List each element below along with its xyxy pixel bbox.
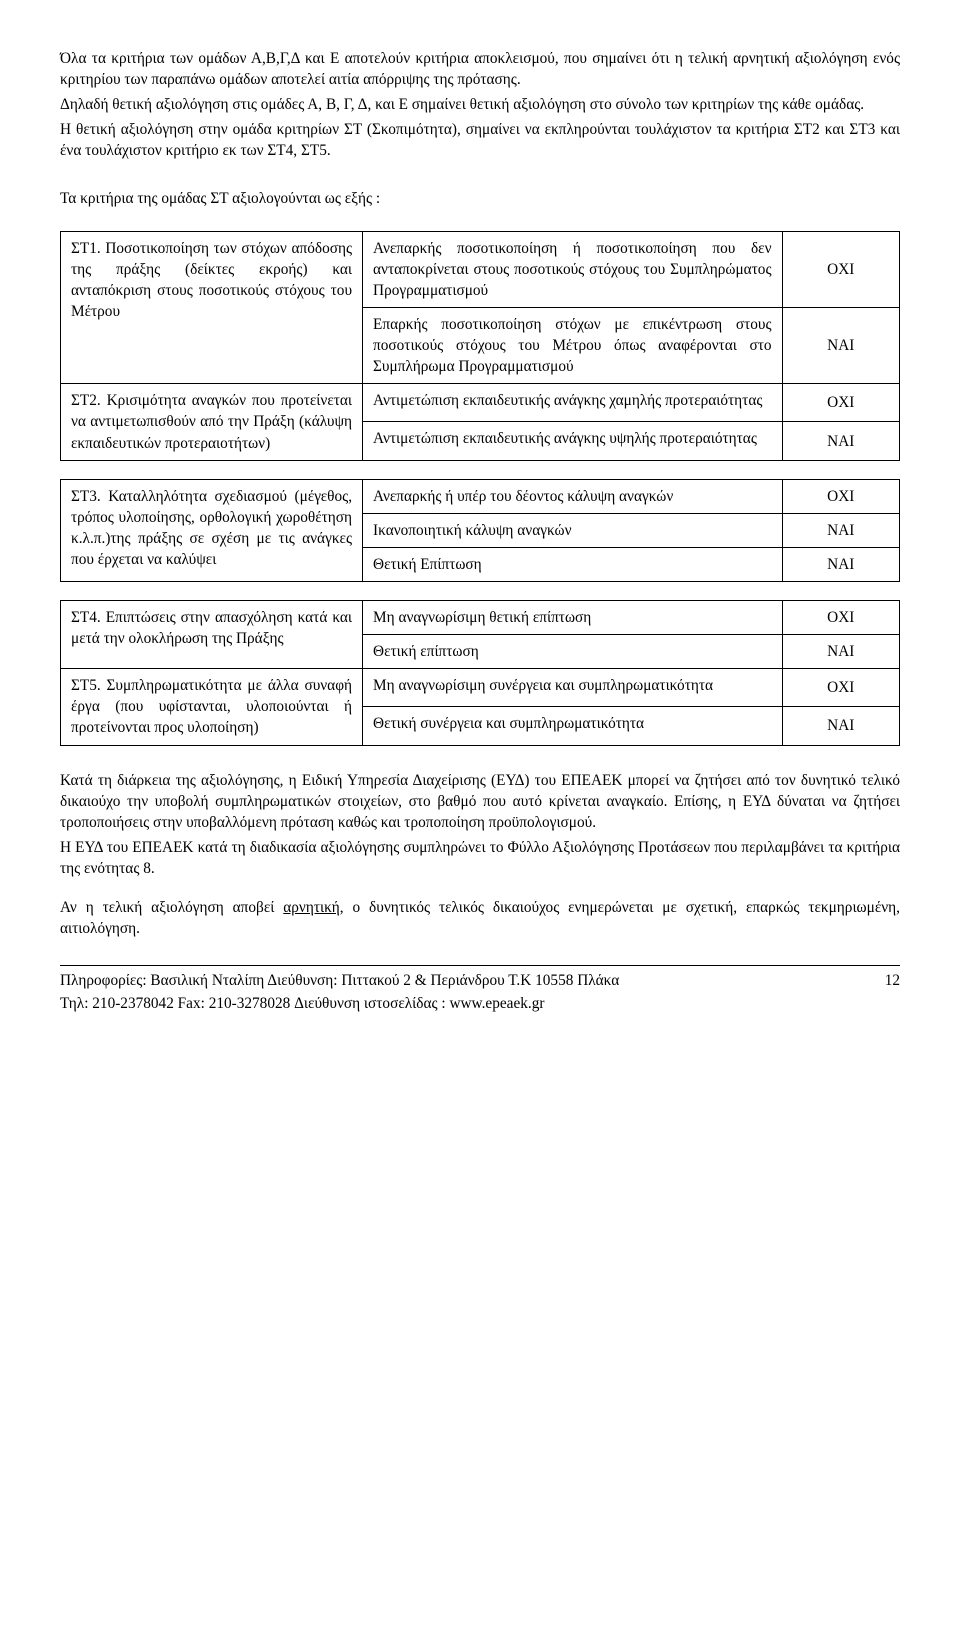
page-footer: Πληροφορίες: Βασιλική Νταλίπη Διεύθυνση:…: [60, 965, 900, 1014]
t1-r2-mid1: Αντιμετώπιση εκπαιδευτικής ανάγκης χαμηλ…: [363, 384, 783, 422]
outro-p3-pre: Αν η τελική αξιολόγηση αποβεί: [60, 899, 283, 916]
outro-para-1: Κατά τη διάρκεια της αξιολόγησης, η Ειδι…: [60, 770, 900, 833]
t3-r2-right2: ΝΑΙ: [782, 707, 899, 745]
t1-r2-mid2: Αντιμετώπιση εκπαιδευτικής ανάγκης υψηλή…: [363, 422, 783, 460]
t1-r2-left: ΣΤ2. Κρισιμότητα αναγκών που προτείνεται…: [61, 384, 363, 460]
footer-line1-left: Πληροφορίες: Βασιλική Νταλίπη Διεύθυνση:…: [60, 970, 619, 991]
t3-r1-right1: ΟΧΙ: [782, 600, 899, 634]
t2-right3: ΝΑΙ: [782, 547, 899, 581]
outro-para-2: Η ΕΥΔ του ΕΠΕΑΕΚ κατά τη διαδικασία αξιο…: [60, 837, 900, 879]
t2-mid2: Ικανοποιητική κάλυψη αναγκών: [363, 513, 783, 547]
t3-r1-mid2: Θετική επίπτωση: [363, 635, 783, 669]
footer-left: Πληροφορίες: Βασιλική Νταλίπη Διεύθυνση:…: [60, 970, 619, 1014]
t2-mid3: Θετική Επίπτωση: [363, 547, 783, 581]
footer-line2: Τηλ: 210-2378042 Fax: 210-3278028 Διεύθυ…: [60, 993, 619, 1014]
t1-r1-mid1: Ανεπαρκής ποσοτικοποίηση ή ποσοτικοποίησ…: [363, 231, 783, 307]
t3-r1-right2: ΝΑΙ: [782, 635, 899, 669]
criteria-table-2: ΣΤ3. Καταλληλότητα σχεδιασμού (μέγεθος, …: [60, 479, 900, 582]
intro-para-4: Τα κριτήρια της ομάδας ΣΤ αξιολογούνται …: [60, 188, 900, 209]
outro-para-3: Αν η τελική αξιολόγηση αποβεί αρνητική, …: [60, 897, 900, 939]
t1-r1-right2: ΝΑΙ: [782, 307, 899, 383]
t3-r2-right1: ΟΧΙ: [782, 669, 899, 707]
t2-mid1: Ανεπαρκής ή υπέρ του δέοντος κάλυψη αναγ…: [363, 479, 783, 513]
t3-r2-left: ΣΤ5. Συμπληρωματικότητα με άλλα συναφή έ…: [61, 669, 363, 745]
t1-r2-right2: ΝΑΙ: [782, 422, 899, 460]
intro-para-2: Δηλαδή θετική αξιολόγηση στις ομάδες Α, …: [60, 94, 900, 115]
t1-r2-right1: ΟΧΙ: [782, 384, 899, 422]
criteria-table-1: ΣΤ1. Ποσοτικοποίηση των στόχων απόδοσης …: [60, 231, 900, 461]
intro-para-1: Όλα τα κριτήρια των ομάδων Α,Β,Γ,Δ και Ε…: [60, 48, 900, 90]
t2-right1: ΟΧΙ: [782, 479, 899, 513]
criteria-table-3: ΣΤ4. Επιπτώσεις στην απασχόληση κατά και…: [60, 600, 900, 746]
intro-para-3: Η θετική αξιολόγηση στην ομάδα κριτηρίων…: [60, 119, 900, 161]
t1-r1-left: ΣΤ1. Ποσοτικοποίηση των στόχων απόδοσης …: [61, 231, 363, 384]
t3-r2-mid1: Μη αναγνωρίσιμη συνέργεια και συμπληρωμα…: [363, 669, 783, 707]
footer-page-number: 12: [885, 970, 900, 1014]
t2-left: ΣΤ3. Καταλληλότητα σχεδιασμού (μέγεθος, …: [61, 479, 363, 581]
t3-r1-left: ΣΤ4. Επιπτώσεις στην απασχόληση κατά και…: [61, 600, 363, 668]
t1-r1-mid2: Επαρκής ποσοτικοποίηση στόχων με επικέντ…: [363, 307, 783, 383]
t2-right2: ΝΑΙ: [782, 513, 899, 547]
t1-r1-right1: ΟΧΙ: [782, 231, 899, 307]
outro-p3-underline: αρνητική: [283, 899, 340, 916]
t3-r2-mid2: Θετική συνέργεια και συμπληρωματικότητα: [363, 707, 783, 745]
t3-r1-mid1: Μη αναγνωρίσιμη θετική επίπτωση: [363, 600, 783, 634]
